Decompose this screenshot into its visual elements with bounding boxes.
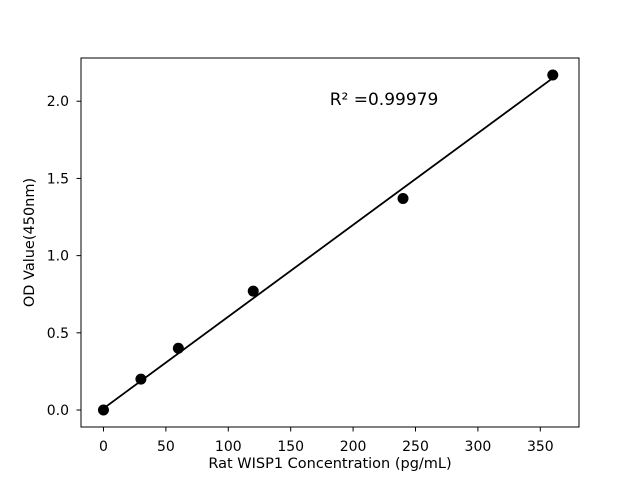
x-tick-label: 150: [277, 439, 304, 455]
y-tick-label: 1.5: [47, 171, 69, 187]
x-axis-label: Rat WISP1 Concentration (pg/mL): [208, 456, 451, 472]
x-tick-label: 300: [465, 439, 492, 455]
x-tick-label: 50: [157, 439, 175, 455]
x-tick-label: 250: [402, 439, 429, 455]
x-tick-label: 200: [340, 439, 367, 455]
y-tick-label: 1.0: [47, 249, 69, 265]
trendline: [102, 77, 554, 410]
data-point: [97, 404, 109, 416]
y-tick-label: 0.0: [47, 403, 69, 419]
data-point: [247, 285, 259, 297]
data-point: [172, 342, 184, 354]
y-axis-ticks: 0.0 0.5 1.0 1.5 2.0: [47, 94, 81, 419]
data-points: [97, 69, 559, 416]
data-point: [397, 192, 409, 204]
plot-area: [80, 57, 580, 428]
y-tick-label: 0.5: [47, 326, 69, 342]
y-tick-label: 2.0: [47, 94, 69, 110]
data-point: [547, 69, 559, 81]
x-tick-label: 100: [215, 439, 242, 455]
data-point: [135, 373, 147, 385]
r-squared-annotation: R² =0.99979: [330, 90, 439, 110]
x-tick-label: 0: [99, 439, 108, 455]
x-axis-ticks: 0 50 100 150 200 250 300 350: [99, 427, 554, 455]
y-axis-label: OD Value(450nm): [22, 178, 38, 307]
x-tick-label: 350: [527, 439, 554, 455]
